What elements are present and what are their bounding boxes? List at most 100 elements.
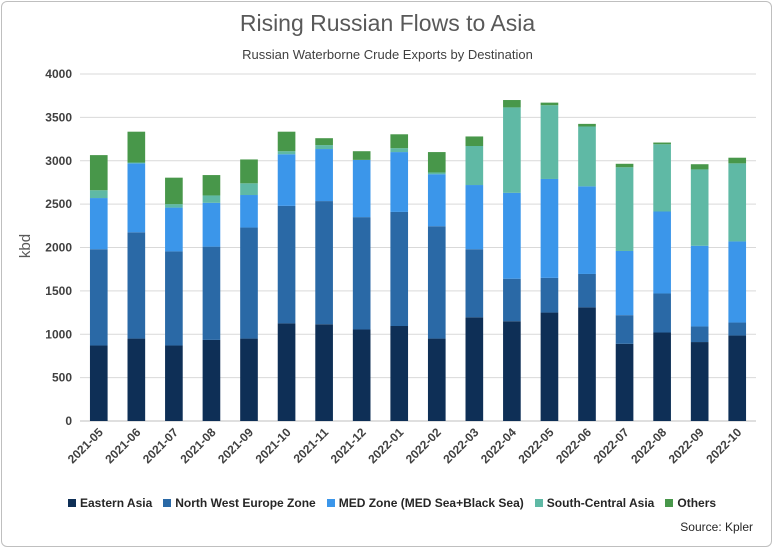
x-tick-label: 2022-05 <box>516 425 557 466</box>
bar-north-west-europe-zone-2022-01 <box>390 211 409 327</box>
source-note: Source: Kpler <box>680 520 753 534</box>
bar-others-2021-12 <box>352 151 371 160</box>
bar-med-zone-med-sea-black-sea-2022-02 <box>427 174 446 227</box>
bar-others-2022-02 <box>427 152 446 173</box>
bar-med-zone-med-sea-black-sea-2022-07 <box>615 250 634 316</box>
bar-south-central-asia-2021-05 <box>89 190 108 199</box>
legend-swatch <box>326 499 335 507</box>
bar-south-central-asia-2022-01 <box>390 148 409 153</box>
y-tick-labels: 0 500 1000 1500 2000 2500 3000 3500 4000 <box>45 67 72 428</box>
bar-north-west-europe-zone-2021-12 <box>352 217 371 330</box>
y-tick-label: 0 <box>65 414 72 428</box>
bar-others-2022-07 <box>615 163 634 168</box>
bar-eastern-asia-2021-08 <box>202 339 221 421</box>
x-tick-label: 2022-08 <box>628 425 669 466</box>
legend-item-north-west-europe-zone: North West Europe Zone <box>163 496 316 510</box>
x-tick-label: 2021-05 <box>65 425 106 466</box>
x-tick-label: 2021-12 <box>328 425 369 466</box>
bar-med-zone-med-sea-black-sea-2021-12 <box>352 159 371 218</box>
x-tick-label: 2022-03 <box>440 425 481 466</box>
bar-eastern-asia-2022-09 <box>690 342 709 421</box>
x-tick-label: 2022-01 <box>365 425 406 466</box>
x-tick-label: 2021-11 <box>291 425 332 466</box>
legend-swatch <box>163 499 172 507</box>
legend-swatch <box>68 499 76 507</box>
bar-south-central-asia-2022-06 <box>578 126 596 187</box>
legend-item-med-zone-med-sea-black-sea: MED Zone (MED Sea+Black Sea) <box>326 496 524 510</box>
x-tick-label: 2022-06 <box>553 425 594 466</box>
x-tick-label: 2021-06 <box>102 425 143 466</box>
x-tick-label: 2022-07 <box>591 425 632 466</box>
x-tick-label: 2022-09 <box>666 425 707 466</box>
bar-others-2021-08 <box>202 175 221 196</box>
bar-med-zone-med-sea-black-sea-2022-05 <box>540 178 559 278</box>
bar-med-zone-med-sea-black-sea-2022-03 <box>465 185 484 250</box>
x-tick-label: 2021-07 <box>140 425 181 466</box>
bar-eastern-asia-2022-10 <box>728 335 747 421</box>
bar-others-2022-08 <box>653 142 671 145</box>
legend: Eastern Asia North West Europe Zone MED Zo… <box>68 496 716 510</box>
bar-north-west-europe-zone-2022-09 <box>690 326 709 343</box>
bar-med-zone-med-sea-black-sea-2022-01 <box>390 152 409 212</box>
legend-swatch <box>665 499 674 507</box>
bar-eastern-asia-2021-07 <box>165 345 183 421</box>
x-tick-label: 2021-10 <box>253 425 294 466</box>
bar-eastern-asia-2021-09 <box>240 338 258 421</box>
bar-south-central-asia-2021-10 <box>277 151 296 155</box>
gridlines <box>80 73 756 422</box>
bar-others-2022-01 <box>390 134 409 149</box>
y-tick-label: 1500 <box>45 284 72 298</box>
bar-north-west-europe-zone-2021-06 <box>127 232 146 339</box>
x-tick-label: 2022-10 <box>703 425 744 466</box>
bar-others-2021-10 <box>277 131 296 152</box>
bar-north-west-europe-zone-2021-05 <box>89 249 108 346</box>
legend-label: MED Zone (MED Sea+Black Sea) <box>338 496 524 510</box>
bar-south-central-asia-2022-03 <box>465 146 484 186</box>
bar-others-2021-09 <box>240 159 258 184</box>
bar-eastern-asia-2022-08 <box>653 332 671 421</box>
bar-eastern-asia-2021-05 <box>89 345 108 421</box>
bar-med-zone-med-sea-black-sea-2021-08 <box>202 202 221 247</box>
y-tick-label: 500 <box>52 371 72 385</box>
bar-med-zone-med-sea-black-sea-2022-10 <box>728 241 747 323</box>
legend-item-south-central-asia: South-Central Asia <box>534 496 655 510</box>
bar-med-zone-med-sea-black-sea-2021-10 <box>277 154 296 206</box>
bar-north-west-europe-zone-2022-04 <box>503 278 521 322</box>
y-tick-label: 2000 <box>45 241 72 255</box>
chart-subtitle: Russian Waterborne Crude Exports by Dest… <box>242 47 533 62</box>
bar-others-2022-09 <box>690 164 709 170</box>
bar-others-2022-03 <box>465 136 484 147</box>
bar-med-zone-med-sea-black-sea-2022-04 <box>503 192 521 279</box>
legend-swatch <box>534 499 543 507</box>
bar-north-west-europe-zone-2021-09 <box>240 227 258 339</box>
bar-eastern-asia-2021-12 <box>352 329 371 421</box>
bar-north-west-europe-zone-2022-07 <box>615 315 634 344</box>
bar-north-west-europe-zone-2021-11 <box>315 201 333 325</box>
x-tick-label: 2021-08 <box>178 425 219 466</box>
bar-eastern-asia-2022-06 <box>578 307 596 421</box>
bar-north-west-europe-zone-2022-10 <box>728 322 747 336</box>
bar-north-west-europe-zone-2022-08 <box>653 293 671 333</box>
legend-item-others: Others <box>665 496 716 510</box>
bar-eastern-asia-2021-06 <box>127 338 146 421</box>
bar-others-2021-11 <box>315 138 333 146</box>
bar-south-central-asia-2022-02 <box>427 172 446 175</box>
bar-eastern-asia-2022-07 <box>615 343 634 421</box>
bar-south-central-asia-2022-04 <box>503 107 521 193</box>
bar-others-2022-04 <box>503 100 521 108</box>
bar-north-west-europe-zone-2022-05 <box>540 277 559 313</box>
legend-item-eastern-asia: Eastern Asia <box>68 496 152 510</box>
bar-others-2022-06 <box>578 123 596 127</box>
bar-eastern-asia-2022-02 <box>427 338 446 421</box>
x-tick-label: 2022-02 <box>403 425 444 466</box>
chart-title: Rising Russian Flows to Asia <box>239 10 536 36</box>
bar-med-zone-med-sea-black-sea-2021-09 <box>240 195 258 228</box>
bar-med-zone-med-sea-black-sea-2021-11 <box>315 149 333 202</box>
legend-label: South-Central Asia <box>546 496 655 510</box>
bar-south-central-asia-2022-10 <box>728 163 747 242</box>
bar-south-central-asia-2021-11 <box>315 145 333 150</box>
bar-north-west-europe-zone-2021-07 <box>165 251 183 346</box>
bar-med-zone-med-sea-black-sea-2022-06 <box>578 186 596 274</box>
bar-south-central-asia-2021-09 <box>240 183 258 196</box>
